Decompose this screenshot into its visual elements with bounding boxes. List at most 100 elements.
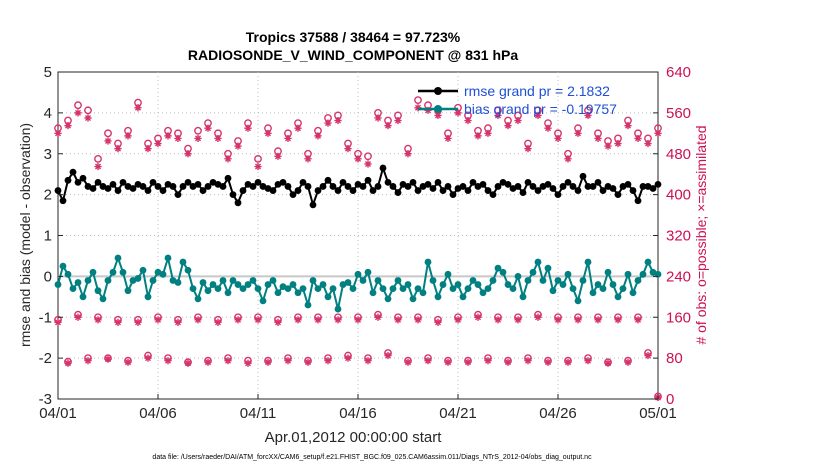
obs-assimilated-upper-16 bbox=[214, 134, 222, 143]
obs-assimilated-upper-48 bbox=[534, 111, 542, 120]
rmse-point-43 bbox=[269, 187, 277, 194]
bias-point-27 bbox=[189, 285, 197, 293]
bias-point-73 bbox=[419, 289, 427, 297]
y-left-tick-label-8: 5 bbox=[44, 64, 52, 81]
obs-assimilated-upper-11 bbox=[164, 132, 172, 140]
obs-assimilated-lower-9 bbox=[144, 354, 152, 362]
bias-point-21 bbox=[159, 270, 167, 278]
obs-assimilated-lower-59 bbox=[644, 351, 652, 360]
bias-point-22 bbox=[164, 254, 172, 262]
rmse-point-19 bbox=[149, 178, 157, 186]
obs-assimilated-upper-6 bbox=[114, 145, 122, 153]
obs-assimilated-upper-56 bbox=[614, 139, 622, 148]
bias-point-117 bbox=[639, 270, 647, 278]
obs-assimilated-lower-55 bbox=[604, 359, 612, 367]
bias-point-41 bbox=[259, 297, 267, 305]
bias-point-3 bbox=[69, 285, 77, 293]
rmse-point-115 bbox=[629, 187, 637, 194]
obs-assimilated-lower-22 bbox=[274, 318, 282, 326]
rmse-point-83 bbox=[469, 178, 477, 186]
rmse-point-99 bbox=[549, 185, 557, 192]
bias-point-59 bbox=[349, 285, 357, 293]
bias-point-38 bbox=[244, 281, 252, 288]
rmse-point-40 bbox=[254, 178, 262, 186]
y-right-tick-label-7: 560 bbox=[666, 105, 691, 122]
obs-assimilated-lower-17 bbox=[224, 357, 232, 365]
bias-point-35 bbox=[229, 277, 237, 284]
rmse-point-48 bbox=[294, 187, 302, 194]
bias-point-82 bbox=[464, 285, 472, 293]
obs-assimilated-upper-57 bbox=[624, 122, 632, 130]
bias-point-30 bbox=[204, 287, 212, 295]
bias-point-36 bbox=[234, 281, 242, 288]
bias-point-92 bbox=[514, 272, 522, 280]
obs-possible-upper-4 bbox=[94, 154, 102, 163]
bias-point-106 bbox=[584, 258, 592, 266]
bias-point-61 bbox=[359, 277, 367, 284]
obs-assimilated-lower-24 bbox=[294, 316, 302, 324]
obs-assimilated-lower-15 bbox=[204, 358, 212, 366]
bias-point-18 bbox=[144, 293, 152, 301]
bias-point-14 bbox=[124, 287, 132, 295]
bias-point-94 bbox=[524, 277, 532, 284]
bias-point-110 bbox=[604, 268, 612, 276]
obs-assimilated-upper-10 bbox=[154, 139, 162, 148]
rmse-point-59 bbox=[349, 187, 357, 194]
y-axis-label-left: rmse and bias (model - observation) bbox=[17, 123, 33, 347]
bias-point-53 bbox=[319, 281, 327, 288]
rmse-point-76 bbox=[434, 178, 442, 186]
rmse-point-103 bbox=[569, 183, 577, 190]
rmse-point-55 bbox=[329, 183, 337, 190]
legend-marker-bias bbox=[434, 105, 442, 113]
bias-point-58 bbox=[344, 279, 352, 286]
bias-point-60 bbox=[354, 270, 362, 278]
bias-point-56 bbox=[334, 305, 342, 313]
obs-assimilated-lower-46 bbox=[514, 316, 522, 324]
rmse-point-58 bbox=[344, 183, 352, 190]
bias-point-100 bbox=[554, 277, 562, 284]
obs-assimilated-upper-21 bbox=[264, 129, 272, 137]
rmse-point-93 bbox=[519, 189, 527, 196]
rmse-point-120 bbox=[654, 181, 662, 188]
bias-point-44 bbox=[274, 289, 282, 297]
rmse-point-18 bbox=[144, 187, 152, 194]
obs-assimilated-lower-20 bbox=[254, 316, 262, 324]
y-left-tick-label-7: 4 bbox=[44, 105, 52, 122]
obs-assimilated-upper-33 bbox=[384, 122, 392, 130]
obs-assimilated-lower-23 bbox=[284, 357, 292, 365]
rmse-point-54 bbox=[324, 176, 332, 184]
series-lines bbox=[54, 164, 662, 313]
rmse-point-119 bbox=[649, 185, 657, 192]
rmse-point-102 bbox=[564, 178, 572, 186]
bias-point-48 bbox=[294, 289, 302, 297]
bias-point-2 bbox=[64, 270, 72, 278]
rmse-point-78 bbox=[444, 183, 452, 190]
rmse-point-47 bbox=[289, 191, 297, 199]
rmse-point-77 bbox=[439, 187, 447, 194]
bias-point-62 bbox=[364, 268, 372, 276]
bias-point-0 bbox=[54, 281, 62, 288]
obs-possible-upper-20 bbox=[254, 154, 262, 163]
y-left-tick-label-2: -1 bbox=[39, 309, 52, 326]
obs-assimilated-upper-25 bbox=[304, 155, 312, 163]
rmse-point-25 bbox=[179, 183, 187, 190]
obs-assimilated-upper-15 bbox=[204, 124, 212, 132]
rmse-point-65 bbox=[379, 164, 387, 172]
rmse-point-96 bbox=[534, 187, 542, 194]
obs-assimilated-lower-0 bbox=[54, 318, 62, 326]
rmse-point-24 bbox=[174, 191, 182, 199]
rmse-point-8 bbox=[94, 178, 102, 186]
bias-point-40 bbox=[254, 285, 262, 293]
x-tick-label-4: 04/21 bbox=[439, 405, 477, 422]
bias-point-111 bbox=[609, 281, 617, 288]
bias-point-95 bbox=[529, 268, 537, 276]
bias-point-64 bbox=[374, 277, 382, 284]
obs-assimilated-lower-51 bbox=[564, 358, 572, 366]
obs-assimilated-lower-40 bbox=[454, 316, 462, 324]
rmse-point-71 bbox=[409, 178, 417, 186]
obs-assimilated-upper-32 bbox=[374, 114, 382, 122]
rmse-point-86 bbox=[484, 187, 492, 194]
y-left-tick-label-4: 1 bbox=[44, 228, 52, 245]
obs-assimilated-upper-34 bbox=[394, 116, 402, 125]
obs-assimilated-upper-43 bbox=[484, 129, 492, 137]
